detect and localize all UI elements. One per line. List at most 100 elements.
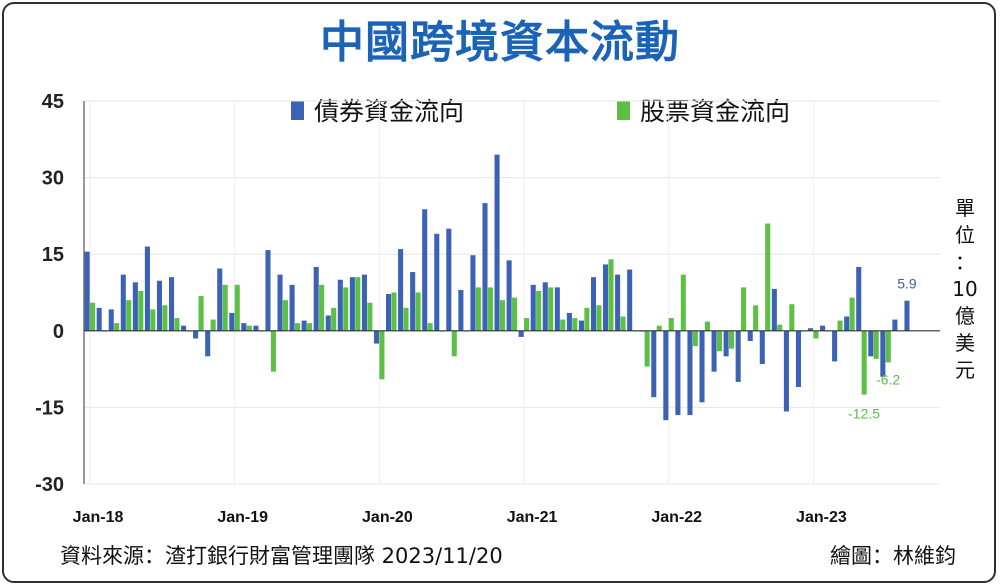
bond-flow-bar xyxy=(470,255,476,331)
equity-flow-bar xyxy=(210,319,216,331)
equity-flow-bar xyxy=(512,297,518,331)
equity-flow-bar xyxy=(343,287,349,331)
bond-flow-bar xyxy=(446,228,452,331)
bond-flow-bar xyxy=(747,330,753,342)
equity-flow-bar xyxy=(813,330,819,339)
legend-bond: 債券資金流向 xyxy=(291,92,464,128)
equity-flow-bar xyxy=(294,323,301,331)
bond-flow-bar xyxy=(337,279,343,331)
bond-flow-bar xyxy=(904,300,910,331)
bond-flow-bar xyxy=(386,294,392,331)
equity-flow-bar xyxy=(741,287,747,331)
bond-flow-bar xyxy=(349,277,355,331)
x-tick-label: Jan-23 xyxy=(796,509,847,526)
bond-flow-bar xyxy=(663,330,669,421)
bond-flow-bar xyxy=(168,277,175,331)
equity-flow-bar xyxy=(222,284,228,331)
equity-flow-bar xyxy=(367,302,373,331)
bond-flow-bar xyxy=(181,325,187,331)
equity-flow-bar xyxy=(90,302,96,331)
bond-flow-bar xyxy=(554,287,560,331)
x-tick-label: Jan-21 xyxy=(507,509,558,526)
legend-swatch-bond xyxy=(291,100,304,120)
x-tick-label: Jan-18 xyxy=(73,509,124,526)
unit-char: 單 xyxy=(955,196,975,220)
source-note: 資料來源：渣打銀行財富管理團隊 2023/11/20 xyxy=(60,544,503,568)
equity-flow-bar xyxy=(753,305,759,331)
y-tick-label: -30 xyxy=(35,474,64,496)
equity-flow-bar xyxy=(536,290,542,331)
bond-flow-bar xyxy=(856,266,862,331)
bond-flow-bar xyxy=(229,312,235,331)
bond-flow-bar xyxy=(506,260,512,331)
bond-flow-bar xyxy=(458,289,464,331)
equity-flow-bar xyxy=(765,223,771,331)
bond-flow-bar xyxy=(615,274,621,331)
graphic-credit: 繪圖：林維鈞 xyxy=(830,544,956,568)
bond-flow-bar xyxy=(96,307,102,331)
equity-flow-bar xyxy=(415,292,421,331)
y-tick-label: 45 xyxy=(42,91,64,113)
bond-flow-bar xyxy=(844,316,850,331)
y-tick-label: -15 xyxy=(35,397,64,419)
equity-flow-bar xyxy=(837,320,843,331)
equity-flow-bar xyxy=(560,319,566,331)
unit-char: 美 xyxy=(955,331,975,355)
unit-char: 10 xyxy=(952,277,978,301)
bond-flow-bar xyxy=(253,325,259,331)
x-tick-label: Jan-20 xyxy=(362,509,413,526)
bond-flow-bar xyxy=(711,330,717,372)
chart-title: 中國跨境資本流動 xyxy=(320,17,680,68)
annotation-bond-latest: 5.9 xyxy=(897,276,917,292)
bond-flow-bar xyxy=(410,272,416,331)
equity-flow-bar xyxy=(403,307,409,331)
equity-flow-bar xyxy=(668,318,674,331)
equity-flow-bar xyxy=(885,330,891,363)
annotation-equity-latest: -6.2 xyxy=(876,371,900,387)
equity-flow-bar xyxy=(596,305,602,331)
unit-char: 位 xyxy=(955,223,975,247)
equity-flow-bar xyxy=(319,284,325,331)
equity-flow-bar xyxy=(620,316,626,331)
legend-equity: 股票資金流向 xyxy=(617,92,790,128)
bond-flow-bar xyxy=(807,328,814,331)
unit-char: 元 xyxy=(955,358,975,382)
y-tick-label: 30 xyxy=(42,168,64,190)
bond-flow-bar xyxy=(759,330,765,364)
equity-flow-bar xyxy=(572,318,578,331)
bond-flow-bar xyxy=(603,264,609,331)
bond-flow-bar xyxy=(205,330,211,357)
equity-flow-bar xyxy=(114,323,120,331)
x-tick-label: Jan-22 xyxy=(651,509,702,526)
bond-flow-bar xyxy=(434,233,440,331)
legend-swatch-equity xyxy=(617,100,630,120)
equity-flow-bar xyxy=(849,297,855,331)
bond-flow-bar xyxy=(530,284,536,331)
bond-flow-bar xyxy=(241,323,247,331)
equity-flow-bar xyxy=(487,287,493,331)
equity-flow-bar xyxy=(729,330,735,349)
equity-flow-bar xyxy=(391,292,397,331)
bond-flow-bar xyxy=(144,246,150,331)
bond-flow-bar xyxy=(482,203,488,331)
unit-char: ： xyxy=(955,250,975,274)
bond-flow-bar xyxy=(578,320,584,331)
equity-flow-bar xyxy=(475,287,481,331)
equity-flow-bar xyxy=(379,330,385,380)
bond-flow-bar xyxy=(832,330,838,362)
equity-flow-bar xyxy=(789,304,795,331)
equity-flow-bar xyxy=(126,300,132,331)
equity-flow-bar xyxy=(499,300,506,331)
equity-flow-bar xyxy=(777,324,783,331)
equity-flow-bar xyxy=(524,318,530,331)
bond-flow-bar xyxy=(675,330,681,416)
bond-flow-bar xyxy=(687,330,693,416)
equity-flow-bar xyxy=(716,330,723,352)
equity-flow-bar xyxy=(331,307,337,331)
bond-flow-bar xyxy=(217,268,223,331)
equity-flow-bar xyxy=(451,330,457,357)
bond-flow-bar xyxy=(301,320,307,331)
bond-flow-bar xyxy=(265,250,271,331)
bond-flow-bar xyxy=(156,280,163,331)
